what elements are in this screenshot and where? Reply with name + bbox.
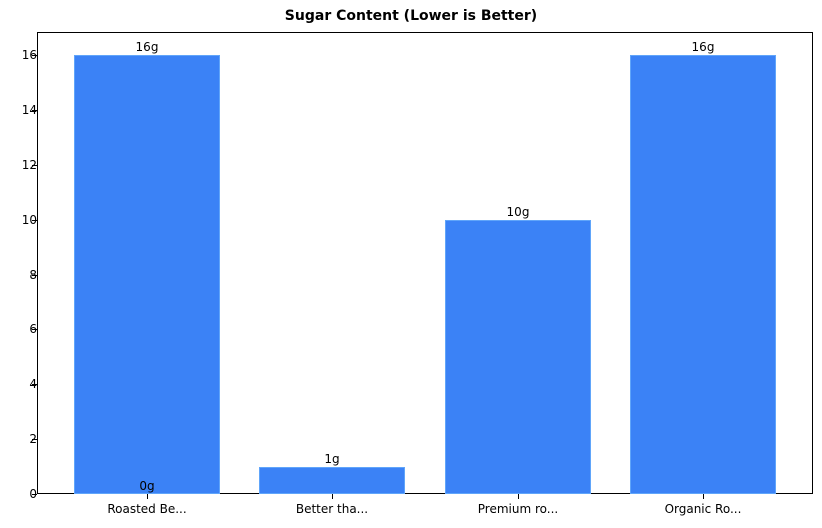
- y-tick-mark: [32, 384, 37, 386]
- bar-value-label: 16g: [135, 40, 159, 54]
- y-tick-mark: [32, 329, 37, 331]
- x-tick-mark: [518, 494, 519, 499]
- y-tick-label: 8: [29, 267, 37, 282]
- y-tick-mark: [32, 274, 37, 276]
- y-tick-mark: [32, 219, 37, 221]
- y-tick-mark: [32, 55, 37, 56]
- x-tick-mark: [332, 494, 333, 499]
- x-tick-label: Better tha...: [295, 502, 369, 516]
- y-tick-mark: [32, 494, 37, 495]
- y-tick-label: 10: [21, 212, 37, 227]
- x-tick-label: Organic Ro...: [664, 502, 742, 516]
- x-tick-label: Roasted Be...: [107, 502, 187, 516]
- y-tick-mark: [32, 439, 37, 441]
- x-tick-mark: [703, 494, 704, 499]
- y-tick-mark: [32, 109, 37, 111]
- y-tick-label: 14: [21, 102, 37, 117]
- bar-value-label-zero: 0g: [139, 479, 155, 493]
- bar: [630, 55, 776, 494]
- y-tick-label: 4: [29, 377, 37, 392]
- plot-area: [37, 32, 813, 494]
- bar: [259, 466, 405, 494]
- y-tick-label: 0: [29, 487, 37, 501]
- bar-value-label: 16g: [691, 40, 715, 54]
- bar: [74, 55, 220, 494]
- bar: [445, 219, 591, 494]
- chart-title: Sugar Content (Lower is Better): [284, 8, 538, 24]
- y-tick-label: 16: [21, 48, 37, 62]
- y-tick-label: 2: [29, 432, 37, 447]
- y-tick-label: 12: [21, 157, 37, 172]
- bar-value-label: 1g: [324, 451, 340, 466]
- y-tick-label: 6: [29, 322, 37, 337]
- bar-value-label: 10g: [506, 204, 530, 219]
- y-tick-mark: [32, 164, 37, 166]
- x-tick-mark: [147, 494, 148, 499]
- x-tick-label: Premium ro...: [477, 502, 559, 516]
